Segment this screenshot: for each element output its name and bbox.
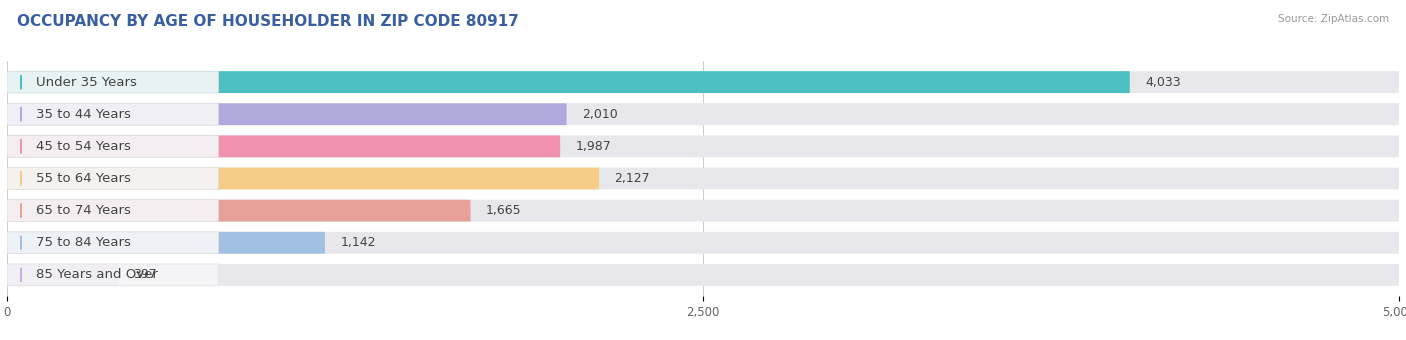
Text: 4,033: 4,033 — [1144, 75, 1181, 89]
Text: 1,142: 1,142 — [340, 236, 375, 249]
Text: 2,127: 2,127 — [614, 172, 650, 185]
Text: 1,987: 1,987 — [575, 140, 612, 153]
FancyBboxPatch shape — [7, 264, 1399, 286]
Text: 85 Years and Over: 85 Years and Over — [37, 268, 157, 282]
FancyBboxPatch shape — [7, 135, 1399, 157]
Text: 397: 397 — [132, 268, 156, 282]
FancyBboxPatch shape — [7, 168, 218, 189]
FancyBboxPatch shape — [7, 135, 218, 157]
Text: 65 to 74 Years: 65 to 74 Years — [37, 204, 131, 217]
FancyBboxPatch shape — [7, 135, 560, 157]
FancyBboxPatch shape — [7, 200, 218, 222]
FancyBboxPatch shape — [7, 71, 1399, 93]
FancyBboxPatch shape — [7, 168, 599, 189]
FancyBboxPatch shape — [7, 168, 1399, 189]
Text: 45 to 54 Years: 45 to 54 Years — [37, 140, 131, 153]
Text: 1,665: 1,665 — [486, 204, 522, 217]
FancyBboxPatch shape — [7, 232, 325, 254]
Text: 75 to 84 Years: 75 to 84 Years — [37, 236, 131, 249]
FancyBboxPatch shape — [7, 71, 1130, 93]
Text: Source: ZipAtlas.com: Source: ZipAtlas.com — [1278, 14, 1389, 23]
FancyBboxPatch shape — [7, 103, 567, 125]
FancyBboxPatch shape — [7, 200, 471, 222]
Text: 55 to 64 Years: 55 to 64 Years — [37, 172, 131, 185]
FancyBboxPatch shape — [7, 200, 1399, 222]
FancyBboxPatch shape — [7, 71, 218, 93]
FancyBboxPatch shape — [7, 264, 218, 286]
Text: Under 35 Years: Under 35 Years — [37, 75, 138, 89]
FancyBboxPatch shape — [7, 103, 1399, 125]
Text: OCCUPANCY BY AGE OF HOUSEHOLDER IN ZIP CODE 80917: OCCUPANCY BY AGE OF HOUSEHOLDER IN ZIP C… — [17, 14, 519, 29]
Text: 35 to 44 Years: 35 to 44 Years — [37, 108, 131, 121]
Text: 2,010: 2,010 — [582, 108, 617, 121]
FancyBboxPatch shape — [7, 232, 1399, 254]
FancyBboxPatch shape — [7, 103, 218, 125]
FancyBboxPatch shape — [7, 232, 218, 254]
FancyBboxPatch shape — [7, 264, 118, 286]
